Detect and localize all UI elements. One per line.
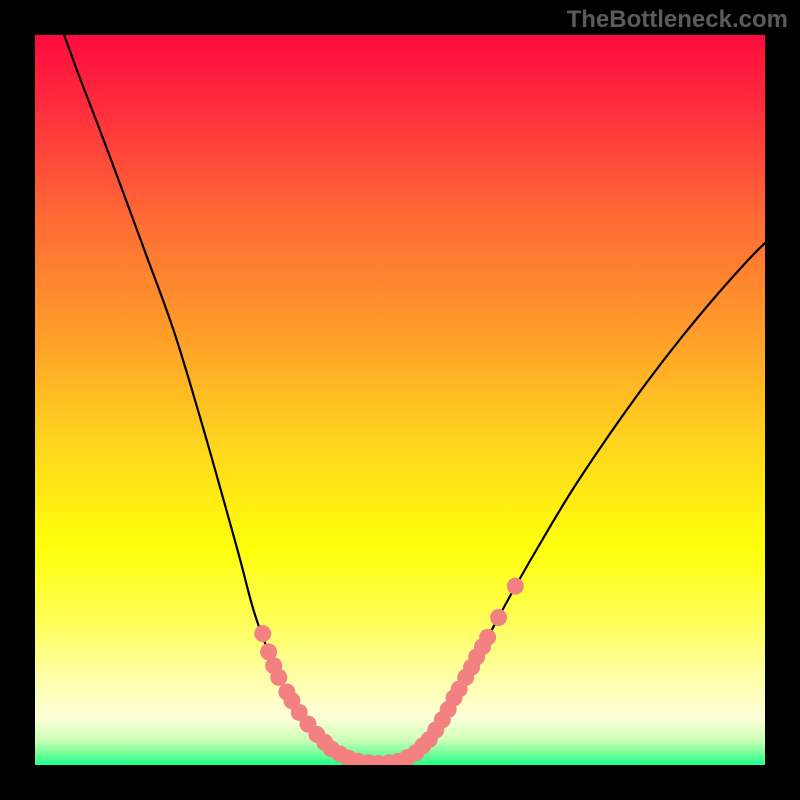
marker-dot (270, 669, 287, 686)
bottleneck-curve-left (64, 35, 382, 764)
marker-dot (490, 609, 507, 626)
marker-dot (507, 578, 524, 595)
watermark-text: TheBottleneck.com (567, 6, 788, 34)
marker-dot (479, 629, 496, 646)
bottleneck-curve-right (382, 243, 765, 763)
plot-area (35, 35, 765, 765)
marker-group (254, 578, 524, 765)
marker-dot (254, 625, 271, 642)
chart-svg (35, 35, 765, 765)
